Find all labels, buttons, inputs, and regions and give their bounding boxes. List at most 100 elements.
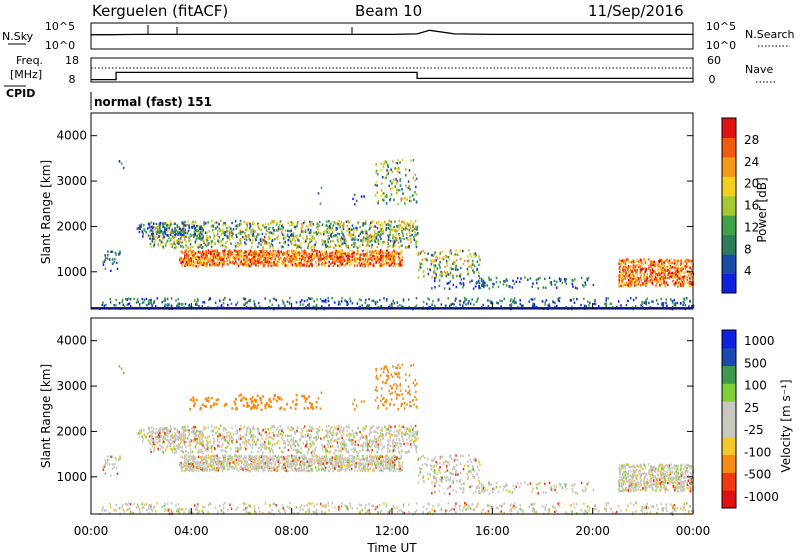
power-cell	[340, 243, 343, 246]
power-cell	[184, 228, 187, 231]
power-cell	[340, 220, 343, 224]
power-cell	[434, 286, 436, 289]
velocity-cell	[219, 435, 222, 438]
power-cell	[223, 221, 225, 225]
velocity-cell	[287, 434, 289, 438]
power-cell	[178, 225, 180, 229]
power-cell	[626, 258, 628, 261]
power-cell	[299, 255, 302, 259]
power-cell	[376, 245, 379, 249]
velocity-cell	[290, 439, 293, 442]
velocity-cell	[337, 425, 339, 428]
power-cell	[610, 302, 613, 306]
power-cell	[309, 241, 311, 244]
power-cell	[419, 263, 422, 266]
power-cell	[395, 192, 398, 195]
power-cell	[300, 264, 303, 267]
power-cell	[337, 220, 339, 223]
power-cell	[657, 276, 659, 280]
power-cell	[234, 254, 236, 257]
power-cell	[392, 299, 394, 303]
velocity-cell	[257, 450, 259, 453]
power-cell	[106, 254, 109, 257]
velocity-cell	[321, 448, 324, 451]
power-cell	[630, 269, 632, 272]
power-cell	[384, 255, 386, 259]
noise-tick-left-bottom: 10^0	[45, 39, 75, 52]
power-cell	[355, 256, 357, 260]
power-cell	[271, 264, 273, 268]
power-cell	[242, 252, 244, 255]
velocity-cell	[376, 441, 378, 444]
velocity-cell	[315, 446, 317, 449]
power-cell	[555, 304, 558, 308]
power-cell	[460, 278, 463, 281]
velocity-cell	[197, 451, 200, 454]
power-cell	[187, 229, 190, 233]
freq-panel: Freq. [MHz] 18 8 60 0 Nave CPID normal (…	[4, 54, 776, 110]
power-cell	[497, 302, 499, 305]
power-cell	[268, 235, 270, 238]
power-cell	[279, 220, 282, 223]
power-cell	[337, 303, 340, 306]
velocity-cell	[212, 433, 214, 437]
power-cell	[228, 229, 231, 232]
velocity-cell	[261, 446, 263, 449]
velocity-cell	[287, 426, 289, 429]
power-cell	[393, 249, 395, 252]
velocity-cell	[341, 429, 343, 432]
velocity-cell	[269, 468, 271, 471]
power-cell	[286, 252, 289, 255]
power-cell	[324, 264, 326, 267]
power-cell	[253, 257, 256, 260]
power-cell	[110, 250, 112, 253]
power-cell	[436, 257, 439, 260]
power-cell	[246, 301, 248, 304]
power-cell	[189, 263, 191, 266]
power-cell	[311, 221, 313, 225]
power-cell	[313, 246, 315, 249]
power-cell	[299, 300, 302, 304]
power-cell	[345, 255, 348, 258]
power-cell	[619, 270, 621, 273]
power-cell	[405, 184, 407, 187]
velocity-cell	[245, 447, 247, 451]
power-cell	[387, 238, 390, 241]
power-cell	[138, 230, 141, 234]
power-cell	[264, 258, 267, 261]
velocity-cell	[154, 432, 157, 435]
power-cell	[393, 242, 395, 245]
power-cell	[682, 282, 684, 286]
power-cell	[241, 236, 244, 239]
velocity-cell	[293, 430, 296, 434]
velocity-cell	[171, 450, 174, 453]
power-cell	[676, 272, 679, 275]
velocity-cell	[413, 443, 415, 446]
power-cell	[311, 258, 313, 261]
velocity-cell	[317, 434, 320, 438]
power-cell	[236, 250, 239, 253]
power-cell	[185, 261, 188, 264]
velocity-cell	[264, 428, 267, 431]
power-cell	[682, 280, 684, 284]
power-cell	[285, 251, 287, 254]
power-cell	[361, 304, 364, 307]
power-cell	[662, 268, 664, 272]
power-cell	[396, 305, 399, 308]
power-cell	[557, 297, 559, 300]
velocity-cell	[228, 437, 231, 440]
power-cell	[496, 301, 498, 304]
velocity-cell	[228, 431, 230, 434]
power-cell	[652, 300, 655, 303]
power-cell	[627, 267, 629, 270]
power-cell	[201, 227, 204, 230]
velocity-cell	[414, 436, 417, 439]
power-cell	[350, 235, 352, 238]
power-cell	[555, 280, 558, 284]
velocity-cell	[282, 438, 284, 441]
power-cell	[326, 245, 328, 248]
power-cell	[506, 279, 508, 282]
power-cell	[391, 259, 394, 263]
power-cell	[337, 222, 339, 226]
